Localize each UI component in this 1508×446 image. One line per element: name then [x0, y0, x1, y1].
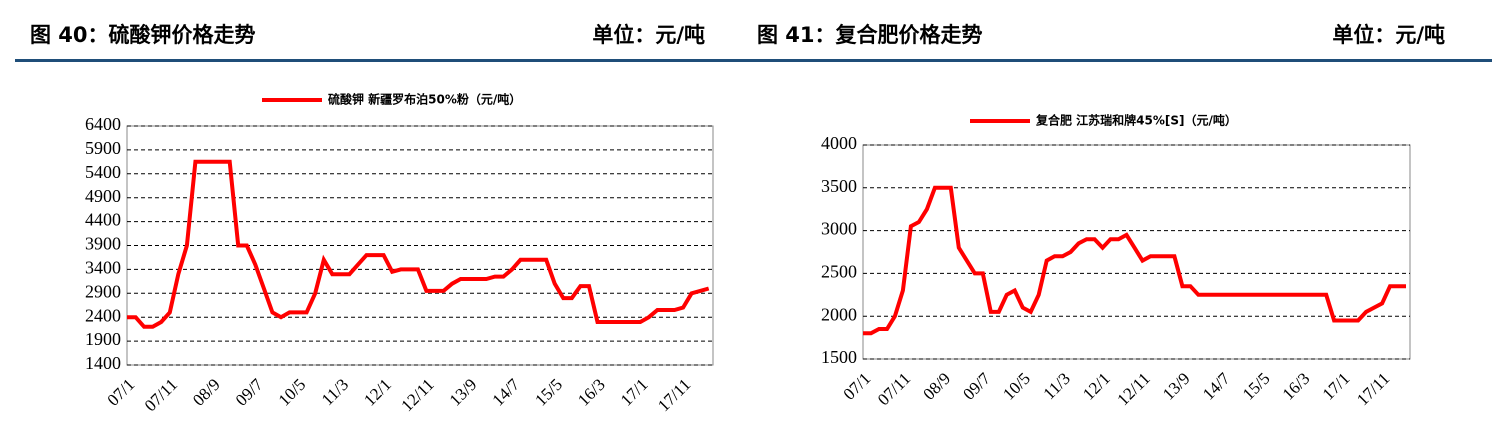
y-tick-label: 4400 — [85, 210, 121, 230]
series-line — [863, 185, 1406, 336]
y-tick-label: 3500 — [821, 176, 857, 196]
y-tick-label: 2400 — [85, 305, 121, 325]
x-tick-label: 07/1 — [103, 375, 138, 410]
y-tick-label: 1900 — [85, 329, 121, 349]
x-tick-label: 07/1 — [839, 369, 874, 404]
x-tick-label: 15/5 — [1239, 369, 1274, 404]
y-tick-label: 2500 — [821, 262, 857, 282]
x-tick-label: 14/7 — [488, 375, 523, 410]
x-tick-label: 08/9 — [919, 369, 954, 404]
x-tick-label: 17/11 — [1353, 369, 1393, 409]
y-tick-label: 1400 — [85, 353, 121, 373]
y-tick-label: 5400 — [85, 162, 121, 182]
x-tick-label: 10/5 — [275, 375, 310, 410]
x-tick-label: 17/1 — [617, 375, 652, 410]
x-tick-label: 16/3 — [1279, 369, 1314, 404]
x-tick-label: 17/1 — [1319, 369, 1354, 404]
y-tick-label: 2000 — [821, 304, 857, 324]
unit-label: 单位：元/吨 — [1332, 23, 1445, 47]
x-tick-label: 10/5 — [999, 369, 1034, 404]
x-tick-label: 12/1 — [1079, 369, 1114, 404]
x-tick-label: 12/1 — [360, 375, 395, 410]
x-tick-label: 08/9 — [189, 375, 224, 410]
series-line — [127, 159, 710, 329]
x-tick-label: 12/11 — [397, 375, 437, 415]
y-tick-label: 5900 — [85, 138, 121, 158]
unit-label: 单位：元/吨 — [592, 23, 705, 47]
y-tick-label: 3900 — [85, 234, 121, 254]
x-tick-label: 14/7 — [1199, 369, 1234, 404]
x-tick-label: 07/11 — [141, 375, 181, 415]
x-tick-label: 13/9 — [1159, 369, 1194, 404]
x-tick-label: 09/7 — [959, 369, 994, 404]
y-tick-label: 2900 — [85, 281, 121, 301]
legend-label: 复合肥 江苏瑞和牌45%[S]（元/吨） — [1035, 113, 1237, 128]
y-tick-label: 4900 — [85, 186, 121, 206]
x-tick-label: 16/3 — [574, 375, 609, 410]
x-tick-label: 09/7 — [232, 375, 267, 410]
y-tick-label: 3400 — [85, 258, 121, 278]
x-tick-label: 17/11 — [654, 375, 694, 415]
x-tick-label: 12/11 — [1113, 369, 1153, 409]
x-tick-label: 07/11 — [874, 369, 914, 409]
x-tick-label: 11/3 — [318, 375, 352, 409]
legend-label: 硫酸钾 新疆罗布泊50%粉（元/吨） — [328, 92, 521, 107]
header-rule — [15, 59, 1492, 62]
x-tick-label: 11/3 — [1040, 369, 1074, 403]
y-tick-label: 3000 — [821, 219, 857, 239]
chart-title: 图 41：复合肥价格走势 — [757, 23, 983, 47]
y-tick-label: 1500 — [821, 347, 857, 367]
x-tick-label: 13/9 — [446, 375, 481, 410]
y-tick-label: 4000 — [821, 133, 857, 153]
chart-title: 图 40：硫酸钾价格走势 — [30, 23, 256, 47]
y-tick-label: 6400 — [85, 114, 121, 134]
x-tick-label: 15/5 — [531, 375, 566, 410]
